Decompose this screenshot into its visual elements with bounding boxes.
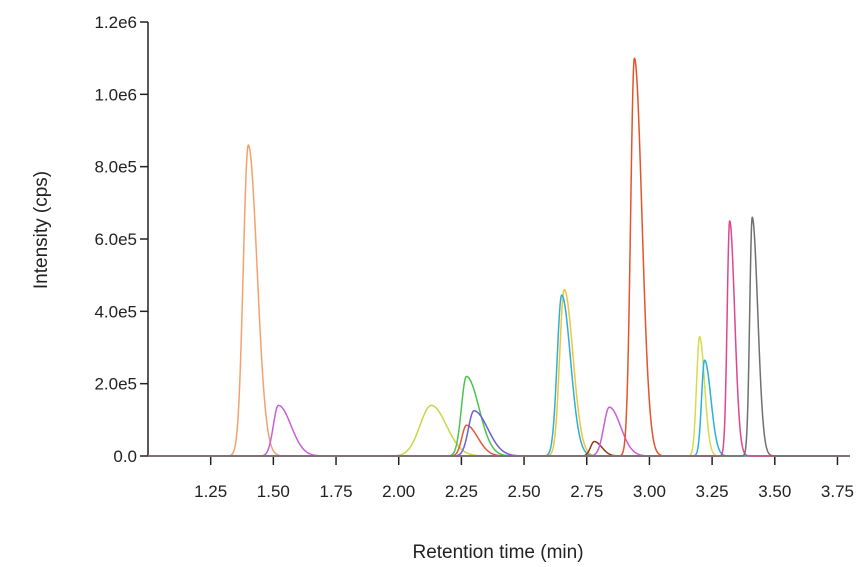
y-axis-title: Intensity (cps) <box>31 171 52 289</box>
x-tick-label: 3.75 <box>821 482 854 501</box>
peak-trace <box>147 57 850 457</box>
x-ticks: 1.25 1.50 1.75 2.00 2.25 2.50 2.75 3.00 3.25 3.50… <box>194 456 854 501</box>
y-tick-label: 6.0e5 <box>94 230 137 249</box>
y-tick-label: 1.2e6 <box>94 13 137 32</box>
peak-trace <box>147 294 850 457</box>
peak-trace <box>148 410 850 457</box>
x-tick-label: 2.25 <box>445 482 478 501</box>
y-tick-label: 8.0e5 <box>94 158 137 177</box>
peak-trace <box>147 288 850 457</box>
y-tick-label: 1.0e6 <box>94 85 137 104</box>
x-tick-label: 1.50 <box>257 482 290 501</box>
x-tick-label: 3.25 <box>696 482 729 501</box>
chromatogram-traces <box>147 57 850 457</box>
y-tick-label: 0.0 <box>113 447 137 466</box>
x-axis-title: Retention time (min) <box>412 542 583 563</box>
x-tick-label: 3.00 <box>633 482 666 501</box>
y-tick-label: 4.0e5 <box>94 302 137 321</box>
peak-trace <box>147 216 850 457</box>
x-tick-label: 2.50 <box>508 482 541 501</box>
peak-trace <box>148 406 850 457</box>
peak-trace <box>148 359 850 457</box>
peak-trace <box>148 335 850 457</box>
x-tick-label: 1.25 <box>194 482 227 501</box>
x-tick-label: 3.50 <box>758 482 791 501</box>
x-tick-label: 1.75 <box>319 482 352 501</box>
peak-trace <box>147 144 850 457</box>
peak-trace <box>148 375 850 457</box>
x-tick-label: 2.75 <box>570 482 603 501</box>
x-tick-label: 2.00 <box>382 482 415 501</box>
y-tick-label: 2.0e5 <box>94 375 137 394</box>
peak-trace <box>147 220 850 457</box>
y-ticks: 0.0 2.0e5 4.0e5 6.0e5 8.0e5 1.0e6 1.2e6 <box>94 13 148 466</box>
